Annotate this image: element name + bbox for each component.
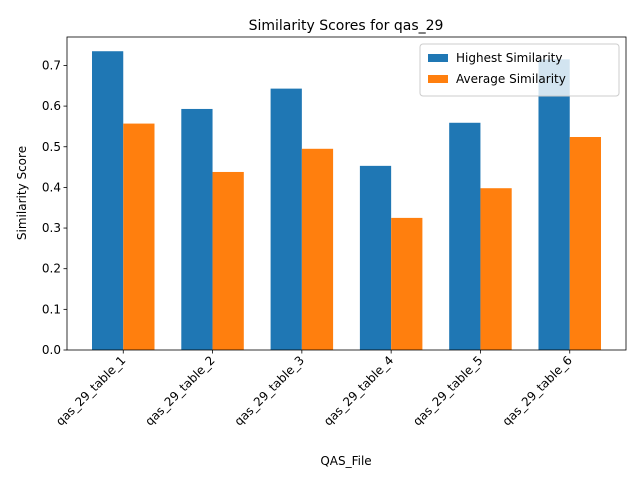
y-tick-label: 0.0 — [42, 343, 61, 357]
x-tick-label: qas_29_table_2 — [142, 353, 217, 428]
chart-title: Similarity Scores for qas_29 — [249, 18, 444, 34]
legend-swatch — [428, 54, 448, 62]
x-tick-label: qas_29_table_5 — [410, 353, 485, 428]
y-tick-label: 0.3 — [42, 221, 61, 235]
bar-highest-1 — [92, 51, 124, 350]
bar-highest-5 — [449, 122, 481, 351]
plot-frame — [66, 36, 627, 351]
legend: Highest Similarity Average Similarity — [419, 43, 620, 97]
y-tick-label: 0.2 — [42, 262, 61, 276]
bar-average-4 — [391, 217, 423, 350]
x-tick-label: qas_29_table_6 — [500, 353, 575, 428]
x-tick-label: qas_29_table_1 — [53, 353, 128, 428]
bar-highest-4 — [359, 165, 392, 350]
bar-highest-3 — [270, 88, 302, 351]
bar-highest-2 — [181, 108, 213, 350]
x-tick-label: qas_29_table_4 — [321, 353, 396, 428]
y-tick-label: 0.4 — [42, 180, 61, 194]
bar-average-5 — [480, 188, 512, 350]
legend-label: Average Similarity — [456, 72, 566, 86]
y-tick-label: 0.1 — [42, 302, 61, 316]
y-tick-label: 0.6 — [42, 99, 61, 113]
legend-box — [419, 43, 620, 97]
x-axis-title: QAS_File — [320, 454, 371, 468]
bar-average-6 — [569, 137, 601, 350]
y-axis-title: Similarity Score — [15, 146, 29, 240]
y-tick-label: 0.7 — [42, 58, 61, 72]
bar-average-2 — [212, 171, 244, 350]
bar-average-1 — [123, 123, 155, 350]
legend-swatch — [428, 75, 448, 83]
x-tick-label: qas_29_table_3 — [232, 353, 307, 428]
bar-highest-6 — [538, 59, 570, 351]
legend-label: Highest Similarity — [456, 51, 562, 65]
bar-average-3 — [301, 148, 334, 350]
y-tick-label: 0.5 — [42, 140, 61, 154]
